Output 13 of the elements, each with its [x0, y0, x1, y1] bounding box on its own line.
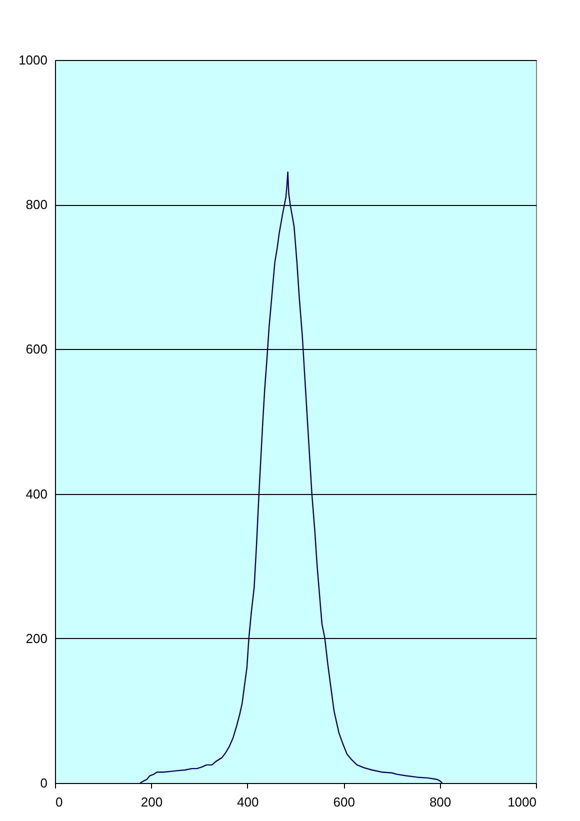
x-tick-label: 800 — [429, 794, 452, 810]
x-tick-label: 0 — [56, 794, 63, 810]
y-tick-label: 200 — [26, 630, 48, 646]
y-tick-label: 400 — [26, 486, 48, 502]
x-tick-label: 1000 — [508, 794, 536, 810]
y-tick-label: 0 — [40, 776, 48, 790]
x-tick-label: 200 — [140, 794, 163, 810]
x-tick-label: 400 — [237, 794, 259, 810]
y-tick-label: 1000 — [18, 52, 48, 68]
x-tick-label: 600 — [333, 794, 355, 810]
line-series — [140, 171, 443, 783]
y-tick-label: 600 — [26, 342, 48, 357]
y-tick-label: 800 — [26, 197, 48, 212]
